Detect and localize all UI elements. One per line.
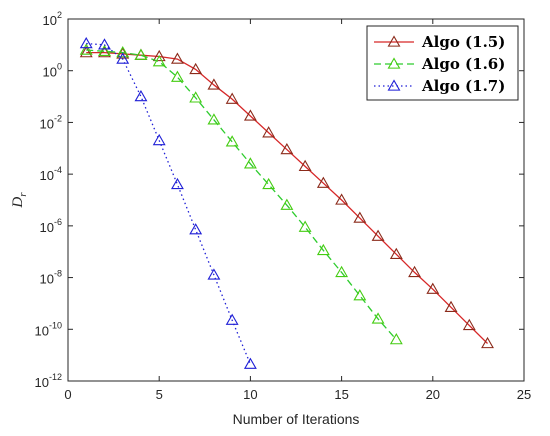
x-tick-label: 20 [426, 387, 440, 402]
data-point-marker [280, 198, 294, 210]
data-point-marker [389, 247, 403, 259]
data-point-marker [207, 78, 221, 90]
x-tick-label: 0 [64, 387, 71, 402]
data-point-marker [207, 113, 221, 125]
data-point-marker [481, 336, 494, 349]
data-point-marker [98, 44, 111, 56]
series-3 [79, 36, 257, 369]
data-point-marker [225, 135, 239, 147]
legend-box [366, 25, 519, 101]
data-point-marker [298, 220, 312, 232]
data-point-marker [280, 142, 294, 155]
legend-marker [387, 79, 401, 91]
x-tick-label: 5 [156, 387, 163, 402]
data-point-marker [462, 318, 476, 331]
data-point-marker [371, 229, 385, 241]
data-point-marker [170, 177, 184, 190]
data-point-marker [189, 62, 203, 75]
series-layer [79, 36, 494, 369]
legend-marker [387, 35, 401, 47]
data-point-marker [335, 193, 349, 205]
data-point-marker [170, 70, 184, 82]
data-point-marker [152, 133, 166, 146]
x-tick-label: 25 [517, 387, 531, 402]
data-point-marker [79, 36, 93, 49]
x-tick-label: 15 [334, 387, 348, 402]
data-point-marker [79, 43, 93, 55]
data-point-marker [426, 282, 440, 294]
data-point-marker [408, 265, 422, 278]
data-point-marker [189, 223, 203, 235]
series-2 [79, 43, 403, 345]
data-point-marker [225, 92, 239, 104]
data-point-marker [98, 38, 111, 50]
data-point-marker [243, 157, 257, 169]
data-point-marker [98, 46, 111, 58]
y-tick-label: 102 [43, 10, 62, 28]
data-point-marker [134, 48, 148, 60]
data-point-marker [207, 268, 221, 280]
y-tick-label: 10-10 [35, 320, 62, 338]
data-point-marker [371, 312, 385, 324]
data-point-marker [262, 177, 276, 190]
data-point-marker [225, 313, 239, 325]
y-tick-label: 10-4 [40, 165, 62, 183]
legend-marker [387, 57, 401, 69]
y-tick-label: 10-8 [40, 269, 62, 287]
y-tick-label: 100 [43, 62, 62, 80]
data-point-marker [389, 333, 403, 345]
data-point-marker [335, 265, 349, 278]
data-point-marker [243, 109, 257, 121]
data-point-marker [353, 211, 367, 223]
data-point-marker [444, 300, 458, 312]
data-point-marker [262, 126, 276, 138]
series-line [86, 51, 488, 344]
data-point-marker [298, 159, 312, 172]
data-point-marker [316, 176, 330, 188]
data-point-marker [353, 289, 367, 301]
x-tick-label: 10 [243, 387, 257, 402]
data-point-marker [79, 46, 93, 58]
data-point-marker [116, 52, 130, 64]
y-axis-label: Dr [10, 192, 29, 209]
legend-label: Algo (1.6) [421, 55, 505, 73]
data-point-marker [170, 52, 184, 64]
y-tick-label: 10-12 [35, 372, 62, 390]
data-point-marker [152, 55, 166, 67]
legend-label: Algo (1.7) [421, 77, 505, 95]
data-point-marker [316, 243, 330, 256]
data-point-marker [116, 46, 130, 58]
data-point-marker [134, 89, 148, 102]
legend-label: Algo (1.5) [421, 33, 505, 51]
data-point-marker [189, 91, 203, 103]
y-tick-label: 10-2 [40, 113, 62, 131]
x-axis-label: Number of Iterations [233, 411, 360, 427]
y-tick-label: 10-6 [40, 217, 62, 235]
legend-items: Algo (1.5) Algo (1.6) Algo (1.7) [374, 33, 505, 95]
data-point-marker [243, 357, 257, 369]
series-line [86, 42, 252, 365]
axis-ticks: 0 5 10 15 20 25 10-12 10-10 10-8 10-6 10-4 10-2 100 1… [35, 10, 532, 402]
data-point-marker [152, 49, 166, 62]
legend: Algo (1.5) Algo (1.6) Algo (1.7) [366, 25, 519, 101]
